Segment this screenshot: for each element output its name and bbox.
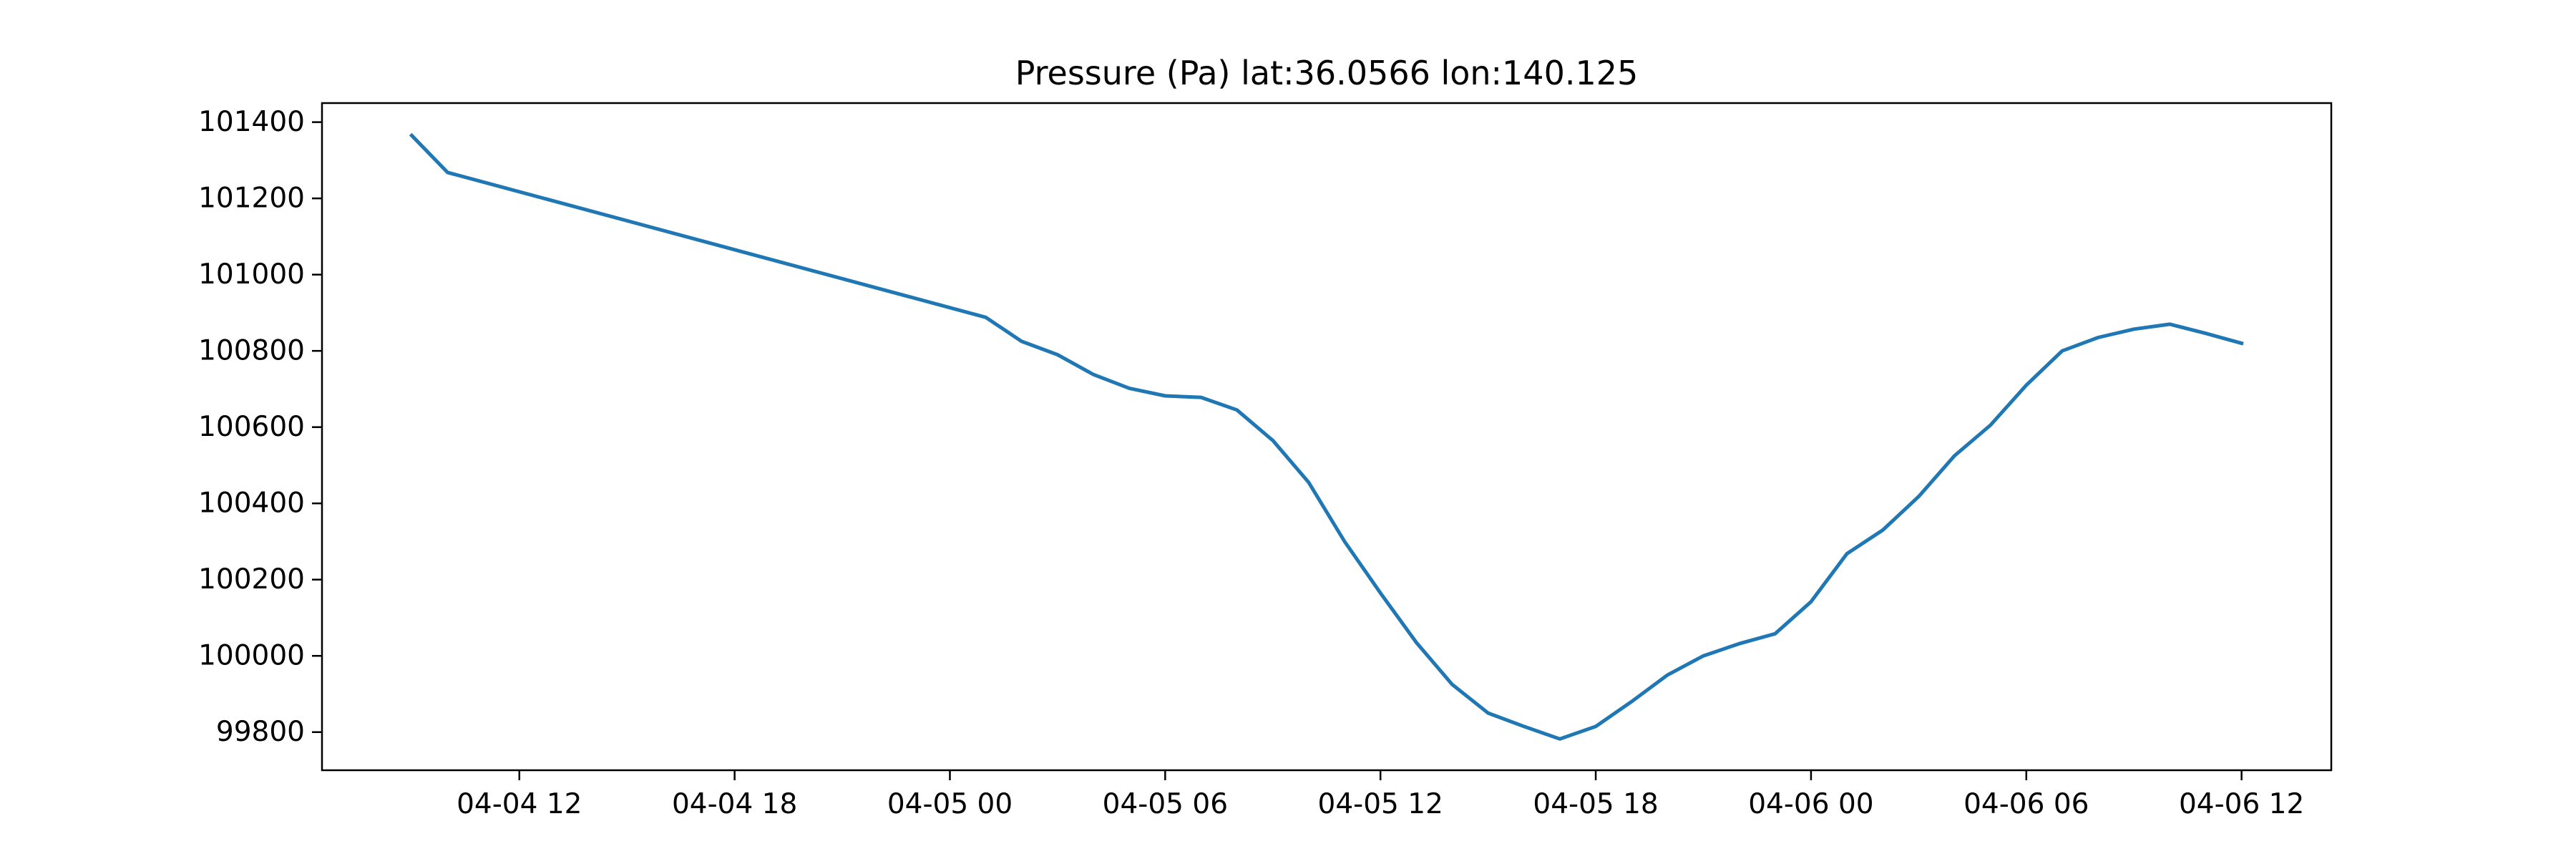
x-tick-label: 04-05 06 [1103,788,1228,820]
x-tick-label: 04-05 12 [1318,788,1443,820]
x-tick-label: 04-04 12 [457,788,582,820]
y-tick-label: 100400 [198,487,305,520]
y-tick-label: 100000 [198,640,305,672]
x-tick-label: 04-06 00 [1748,788,1873,820]
y-tick-label: 100200 [198,563,305,596]
y-tick-label: 100600 [198,411,305,443]
plot-series [409,132,2244,741]
x-tick-label: 04-05 00 [887,788,1013,820]
y-tick-label: 99800 [216,716,305,748]
x-tick-label: 04-06 12 [2179,788,2304,820]
y-axis: 99800 100000 100200 100400 100600 100800 10100… [198,106,322,748]
x-tick-label: 04-04 18 [672,788,797,820]
pressure-series-line [409,132,2244,741]
x-axis: 04-04 12 04-04 18 04-05 00 04-05 06 04-05 12… [457,770,2304,820]
chart-title: Pressure (Pa) lat:36.0566 lon:140.125 [1015,54,1639,92]
y-tick-label: 101000 [198,258,305,291]
y-tick-label: 100800 [198,335,305,367]
x-tick-label: 04-05 18 [1533,788,1658,820]
x-tick-label: 04-06 06 [1963,788,2089,820]
y-tick-label: 101400 [198,106,305,138]
y-tick-label: 101200 [198,183,305,215]
axes-frame [321,102,2333,772]
